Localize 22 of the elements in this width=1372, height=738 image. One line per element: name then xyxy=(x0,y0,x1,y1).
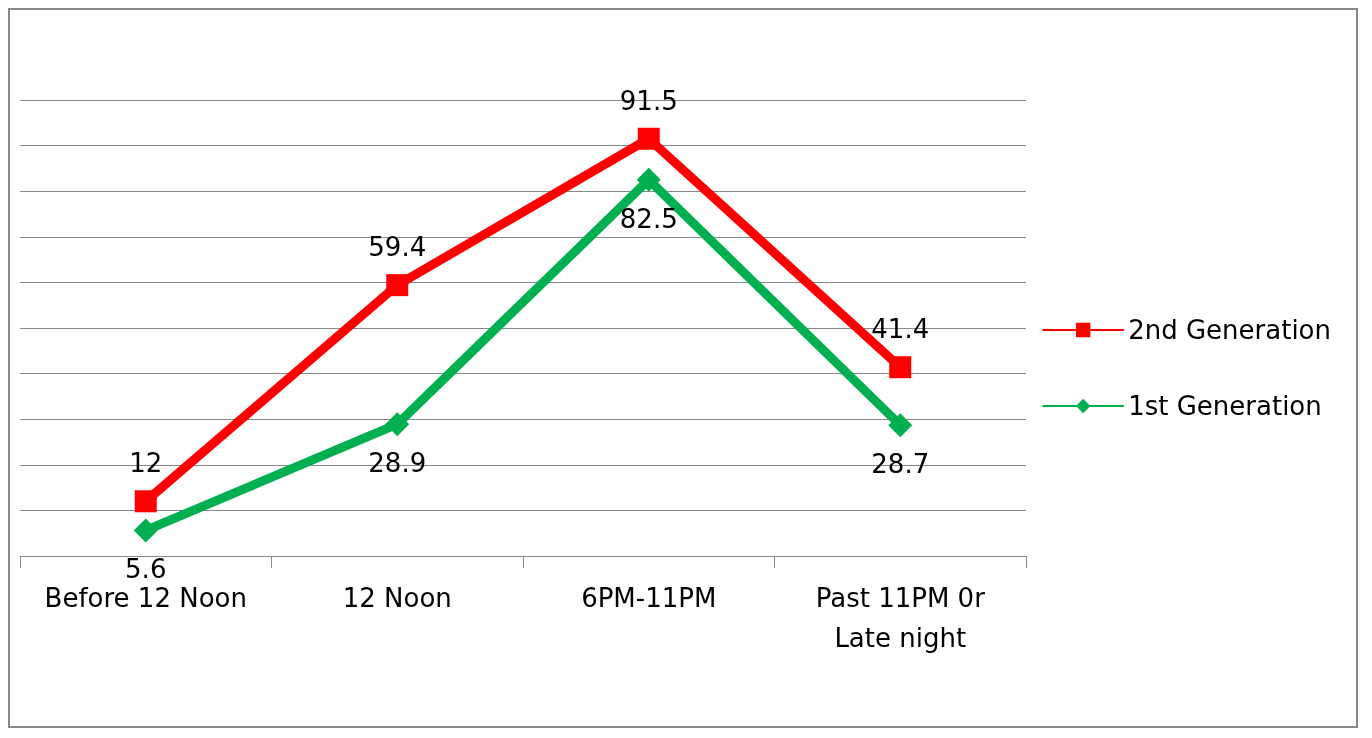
point xyxy=(386,274,409,297)
point xyxy=(385,412,410,437)
legend-label: 1st Generation xyxy=(1128,391,1322,421)
point xyxy=(133,518,158,543)
point xyxy=(888,413,913,438)
data-label: 28.7 xyxy=(871,449,930,480)
data-label: 59.4 xyxy=(368,232,427,263)
data-label: 82.5 xyxy=(619,203,678,234)
data-label: 91.5 xyxy=(619,85,678,116)
point xyxy=(636,167,661,192)
x-tick-label: 6PM-11PM xyxy=(581,583,717,613)
point xyxy=(889,356,912,379)
data-label: 12 xyxy=(129,448,163,479)
legend-label: 2nd Generation xyxy=(1128,315,1332,345)
x-tick-label: Before 12 Noon xyxy=(44,583,247,613)
data-label: 41.4 xyxy=(871,314,930,345)
data-label: 28.9 xyxy=(368,448,427,479)
point xyxy=(637,127,660,150)
x-tick-label: 12 Noon xyxy=(342,583,452,613)
point xyxy=(134,490,157,513)
data-label: 5.6 xyxy=(125,554,167,585)
x-tick-label: Past 11PM 0r Late night xyxy=(815,583,986,653)
